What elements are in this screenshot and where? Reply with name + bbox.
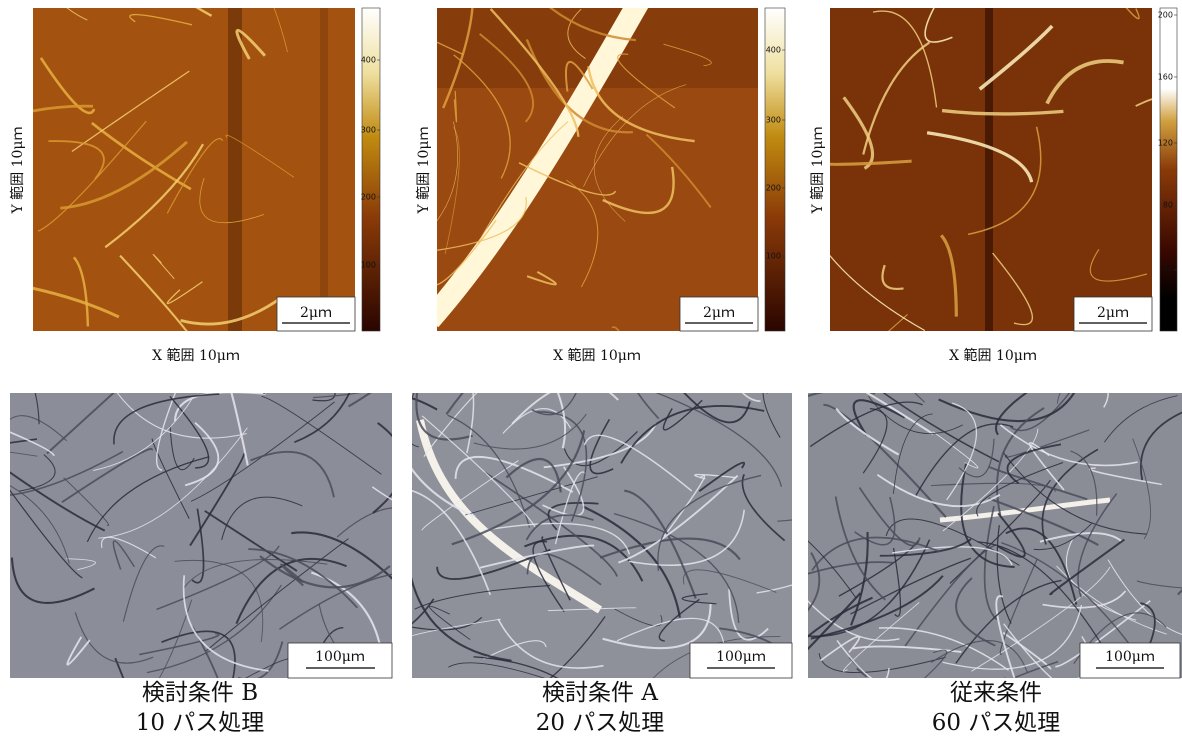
x-label: X 範囲 10μｍ xyxy=(553,347,641,364)
colorbar-tick-label: 80 xyxy=(1163,201,1173,210)
y-label: Y 範囲 10μｍ xyxy=(9,126,26,214)
scale-bar: 100μｍ xyxy=(288,643,392,678)
colorbar-tick-label: 400 xyxy=(766,46,781,55)
caption: 検討条件 A xyxy=(542,680,658,706)
scale-bar-label: 100μｍ xyxy=(315,649,365,665)
colorbar xyxy=(1160,8,1177,331)
scale-bar: 2μｍ xyxy=(1074,297,1152,331)
scale-bar-label: 2μｍ xyxy=(703,305,735,321)
colorbar-tick-label: 120 xyxy=(1158,139,1173,148)
scale-bar-label: 2μｍ xyxy=(1097,305,1129,321)
scale-bar-label: 100μｍ xyxy=(716,649,766,665)
x-label: X 範囲 10μｍ xyxy=(949,347,1037,364)
colorbar-tick-label: 40 xyxy=(1163,266,1173,275)
y-label: Y 範囲 10μｍ xyxy=(809,126,826,214)
scale-bar: 2μｍ xyxy=(277,297,355,331)
colorbar-tick-label: 300 xyxy=(361,126,376,135)
colorbar-tick-label: 400 xyxy=(361,56,376,65)
scale-bar: 100μｍ xyxy=(690,643,792,678)
x-label: X 範囲 10μｍ xyxy=(152,347,240,364)
caption: 10 パス処理 xyxy=(136,710,265,736)
colorbar-tick-label: 200 xyxy=(1158,11,1173,20)
colorbar-tick-label: 100 xyxy=(361,261,376,270)
scale-bar-label: 2μｍ xyxy=(300,305,332,321)
caption: 60 パス処理 xyxy=(932,710,1061,736)
colorbar-tick-label: 100 xyxy=(766,252,781,261)
colorbar-tick-label: 300 xyxy=(766,116,781,125)
colorbar xyxy=(765,8,785,331)
colorbar-tick-label: 160 xyxy=(1158,73,1173,82)
fibre xyxy=(742,351,768,394)
caption: 従来条件 xyxy=(950,680,1042,706)
figure: 400 300 200 100 400 300 200 100 200 160 120 80 40 X … xyxy=(0,0,1182,740)
colorbar-tick-label: 200 xyxy=(766,184,781,193)
y-label: Y 範囲 10μｍ xyxy=(415,126,432,214)
caption: 20 パス処理 xyxy=(536,710,665,736)
colorbar-tick-label: 200 xyxy=(361,193,376,202)
scale-bar: 100μｍ xyxy=(1080,643,1180,678)
scale-bar: 2μｍ xyxy=(680,297,758,331)
scale-bar-label: 100μｍ xyxy=(1105,649,1155,665)
fibre xyxy=(712,333,760,401)
caption: 検討条件 B xyxy=(142,680,258,706)
fibre xyxy=(258,357,266,393)
